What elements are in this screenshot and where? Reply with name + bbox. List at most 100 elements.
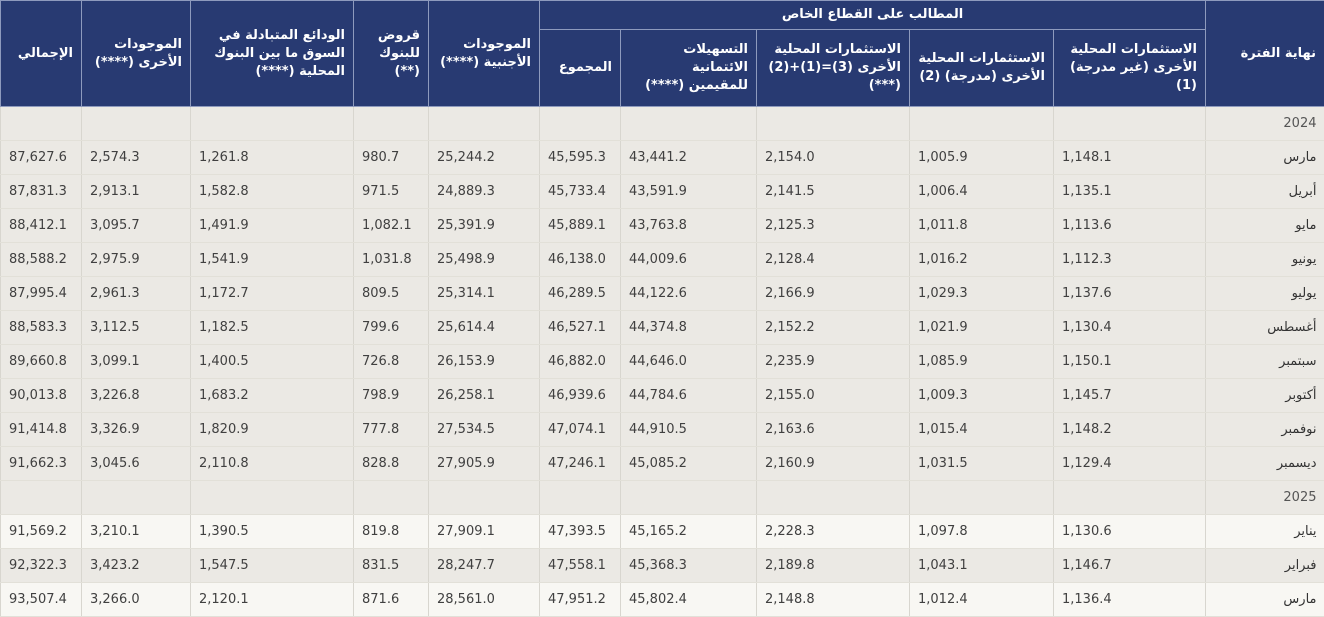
year-row: 2024 bbox=[1, 107, 1324, 141]
header-unlisted-investments: الاستثمارات المحلية الأخرى (غير مدرجة) (… bbox=[1054, 30, 1206, 107]
value-cell: 1,148.2 bbox=[1054, 413, 1206, 447]
value-cell: 3,210.1 bbox=[82, 515, 191, 549]
value-cell: 45,889.1 bbox=[540, 209, 621, 243]
value-cell: 3,423.2 bbox=[82, 549, 191, 583]
value-cell: 819.8 bbox=[354, 515, 429, 549]
header-listed-investments: الاستثمارات المحلية الأخرى (مدرجة) (2) bbox=[910, 30, 1054, 107]
value-cell: 47,074.1 bbox=[540, 413, 621, 447]
value-cell: 1,016.2 bbox=[910, 243, 1054, 277]
value-cell: 1,011.8 bbox=[910, 209, 1054, 243]
value-cell: 27,534.5 bbox=[429, 413, 540, 447]
value-cell: 25,498.9 bbox=[429, 243, 540, 277]
empty-cell bbox=[757, 481, 910, 515]
value-cell: 25,244.2 bbox=[429, 141, 540, 175]
value-cell: 45,085.2 bbox=[621, 447, 757, 481]
year-label: 2024 bbox=[1206, 107, 1324, 141]
value-cell: 87,627.6 bbox=[1, 141, 82, 175]
value-cell: 1,005.9 bbox=[910, 141, 1054, 175]
header-private-sector-claims: المطالب على القطاع الخاص bbox=[540, 1, 1206, 30]
empty-cell bbox=[621, 107, 757, 141]
empty-cell bbox=[82, 481, 191, 515]
value-cell: 27,905.9 bbox=[429, 447, 540, 481]
value-cell: 88,412.1 bbox=[1, 209, 82, 243]
month-label: يوليو bbox=[1206, 277, 1324, 311]
value-cell: 27,909.1 bbox=[429, 515, 540, 549]
value-cell: 726.8 bbox=[354, 345, 429, 379]
value-cell: 43,441.2 bbox=[621, 141, 757, 175]
value-cell: 1,820.9 bbox=[191, 413, 354, 447]
value-cell: 46,939.6 bbox=[540, 379, 621, 413]
value-cell: 1,150.1 bbox=[1054, 345, 1206, 379]
value-cell: 44,374.8 bbox=[621, 311, 757, 345]
header-total: الإجمالي bbox=[1, 1, 82, 107]
value-cell: 44,910.5 bbox=[621, 413, 757, 447]
empty-cell bbox=[354, 107, 429, 141]
value-cell: 45,595.3 bbox=[540, 141, 621, 175]
empty-cell bbox=[82, 107, 191, 141]
value-cell: 25,614.4 bbox=[429, 311, 540, 345]
value-cell: 45,733.4 bbox=[540, 175, 621, 209]
value-cell: 799.6 bbox=[354, 311, 429, 345]
empty-cell bbox=[1054, 481, 1206, 515]
value-cell: 1,021.9 bbox=[910, 311, 1054, 345]
value-cell: 25,391.9 bbox=[429, 209, 540, 243]
value-cell: 1,130.4 bbox=[1054, 311, 1206, 345]
value-cell: 1,031.5 bbox=[910, 447, 1054, 481]
value-cell: 1,683.2 bbox=[191, 379, 354, 413]
value-cell: 3,326.9 bbox=[82, 413, 191, 447]
value-cell: 2,228.3 bbox=[757, 515, 910, 549]
empty-cell bbox=[354, 481, 429, 515]
value-cell: 3,226.8 bbox=[82, 379, 191, 413]
value-cell: 1,031.8 bbox=[354, 243, 429, 277]
year-row: 2025 bbox=[1, 481, 1324, 515]
header-interbank-deposits: الودائع المتبادلة في السوق ما بين البنوك… bbox=[191, 1, 354, 107]
value-cell: 90,013.8 bbox=[1, 379, 82, 413]
value-cell: 46,882.0 bbox=[540, 345, 621, 379]
empty-cell bbox=[910, 107, 1054, 141]
value-cell: 828.8 bbox=[354, 447, 429, 481]
value-cell: 1,085.9 bbox=[910, 345, 1054, 379]
empty-cell bbox=[910, 481, 1054, 515]
header-other-assets: الموجودات الأخرى (****) bbox=[82, 1, 191, 107]
header-other-investments-sum: الاستثمارات المحلية الأخرى (3)=(1)+(2) (… bbox=[757, 30, 910, 107]
value-cell: 1,390.5 bbox=[191, 515, 354, 549]
value-cell: 1,582.8 bbox=[191, 175, 354, 209]
value-cell: 2,148.8 bbox=[757, 583, 910, 617]
value-cell: 3,112.5 bbox=[82, 311, 191, 345]
empty-cell bbox=[1, 107, 82, 141]
value-cell: 87,831.3 bbox=[1, 175, 82, 209]
empty-cell bbox=[1, 481, 82, 515]
value-cell: 26,153.9 bbox=[429, 345, 540, 379]
value-cell: 47,393.5 bbox=[540, 515, 621, 549]
header-foreign-assets: الموجودات الأجنبية (****) bbox=[429, 1, 540, 107]
value-cell: 45,165.2 bbox=[621, 515, 757, 549]
value-cell: 3,266.0 bbox=[82, 583, 191, 617]
header-period: نهاية الفترة bbox=[1206, 1, 1324, 107]
value-cell: 1,015.4 bbox=[910, 413, 1054, 447]
value-cell: 88,588.2 bbox=[1, 243, 82, 277]
value-cell: 2,160.9 bbox=[757, 447, 910, 481]
value-cell: 3,099.1 bbox=[82, 345, 191, 379]
empty-cell bbox=[429, 107, 540, 141]
value-cell: 24,889.3 bbox=[429, 175, 540, 209]
value-cell: 1,137.6 bbox=[1054, 277, 1206, 311]
value-cell: 1,006.4 bbox=[910, 175, 1054, 209]
value-cell: 26,258.1 bbox=[429, 379, 540, 413]
value-cell: 2,141.5 bbox=[757, 175, 910, 209]
value-cell: 3,045.6 bbox=[82, 447, 191, 481]
value-cell: 28,247.7 bbox=[429, 549, 540, 583]
value-cell: 980.7 bbox=[354, 141, 429, 175]
month-label: أكتوبر bbox=[1206, 379, 1324, 413]
value-cell: 44,646.0 bbox=[621, 345, 757, 379]
value-cell: 971.5 bbox=[354, 175, 429, 209]
value-cell: 1,400.5 bbox=[191, 345, 354, 379]
